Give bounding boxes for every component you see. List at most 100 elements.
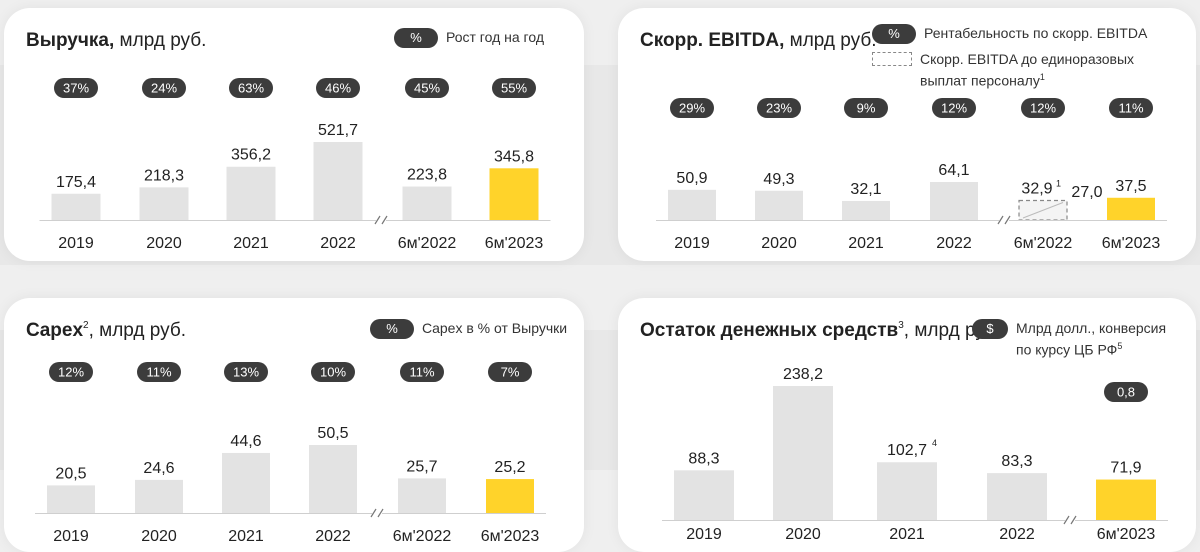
revenue-title: Выручка, млрд руб.: [26, 30, 207, 51]
category-label: 2022: [320, 235, 356, 252]
dashed-bar-hatch: [1022, 202, 1064, 219]
bar: [755, 190, 803, 220]
percent-pill-label: 12%: [58, 365, 84, 380]
percent-pill-label: 9%: [857, 101, 876, 116]
bar-value-label: 345,8: [494, 148, 534, 165]
revenue-card: Выручка, млрд руб. % Рост год на год 175,…: [4, 8, 584, 261]
bar: [402, 186, 452, 220]
category-label: 6м'2022: [398, 235, 457, 252]
bar-value-label: 44,6: [230, 433, 261, 450]
percent-pill-label: 11%: [1118, 101, 1143, 116]
percent-pill-label: 24%: [151, 81, 177, 96]
percent-pill-label: 11%: [146, 365, 171, 380]
category-label: 2019: [674, 235, 710, 252]
percent-pill: [492, 78, 536, 98]
ebitda-legend-dashed: Скорр. EBITDA до единоразовых выплат перс…: [872, 50, 1134, 90]
bar-value-footnote: 4: [932, 438, 937, 448]
bar: [309, 445, 357, 513]
category-label: 2020: [146, 235, 182, 252]
percent-pill-label: 12%: [1030, 101, 1056, 116]
category-label: 6м'2022: [1014, 235, 1073, 252]
percent-pill: [142, 78, 186, 98]
percent-pill-label: 37%: [63, 81, 89, 96]
percent-pill: [400, 362, 444, 382]
bar-value-label: 27,0: [1071, 184, 1102, 201]
category-label: 2020: [761, 235, 797, 252]
bar-value-label: 88,3: [688, 450, 719, 467]
bar-value-label: 25,2: [494, 459, 525, 476]
bar: [987, 473, 1047, 520]
category-label: 2021: [848, 235, 884, 252]
bar-value-label: 238,2: [783, 366, 823, 383]
axis-break-mark: [377, 508, 384, 518]
percent-pill-label: 10%: [320, 365, 346, 380]
axis-break-mark: [381, 215, 388, 225]
percent-pill: [54, 78, 98, 98]
cash-legend: $ Млрд долл., конверсия по курсу ЦБ РФ5: [972, 319, 1166, 359]
ebitda-legend: % Рентабельность по скорр. EBITDA: [872, 24, 1147, 45]
bar-value-label: 71,9: [1110, 460, 1141, 477]
percent-pill: [405, 78, 449, 98]
bar: [226, 166, 276, 220]
category-label: 2022: [999, 526, 1035, 543]
cash-chart: 88,3 2019 238,2 2020 102,7 4 2021 83,3 2022 71,9 6…: [662, 366, 1168, 543]
axis-break-gap: [376, 216, 386, 224]
bar-value-label: 50,9: [676, 170, 707, 187]
bar: [930, 182, 978, 220]
bar-value-label: 83,3: [1001, 453, 1032, 470]
percent-pill-label: 0,8: [1117, 385, 1135, 400]
axis-break-mark: [370, 508, 377, 518]
revenue-legend: % Рост год на год: [394, 28, 544, 49]
percent-pill-label: 12%: [941, 101, 967, 116]
percent-pill-label: 55%: [501, 81, 527, 96]
highlight-bar: [489, 168, 539, 220]
bar: [135, 479, 183, 513]
category-label: 2019: [53, 528, 89, 545]
percent-pill: [844, 98, 888, 118]
bar-value-label: 20,5: [55, 465, 86, 482]
bar: [222, 452, 270, 513]
capex-card: Capex2, млрд руб. % Capex в % от Выручки …: [4, 298, 584, 552]
percent-pill-label: 29%: [679, 101, 705, 116]
percent-pill: [1109, 98, 1153, 118]
axis-break-gap: [372, 509, 382, 517]
axis-break-mark: [374, 215, 381, 225]
highlight-bar: [486, 479, 534, 513]
percent-pill-label: 11%: [409, 365, 434, 380]
percent-pill: [49, 362, 93, 382]
bar: [139, 187, 189, 220]
percent-pill-icon: %: [872, 24, 916, 45]
category-label: 2020: [785, 526, 821, 543]
axis-break-gap: [999, 216, 1009, 224]
bar-value-label: 49,3: [763, 171, 794, 188]
category-label: 2022: [936, 235, 972, 252]
percent-pill-label: 7%: [501, 365, 520, 380]
capex-chart: 20,5 2019 12% 24,6 2020 11% 44,6 2021 13% 50,5 202…: [35, 362, 546, 545]
bar-value-label: 32,1: [850, 181, 881, 198]
ebitda-title: Скорр. EBITDA, млрд руб.: [640, 30, 877, 51]
category-label: 2022: [315, 528, 351, 545]
category-label: 6м'2023: [1097, 526, 1156, 543]
category-label: 6м'2022: [393, 528, 452, 545]
bar-value-label: 218,3: [144, 167, 184, 184]
bar: [842, 200, 890, 220]
axis-break-mark: [997, 215, 1004, 225]
percent-pill: [229, 78, 273, 98]
category-label: 6м'2023: [481, 528, 540, 545]
percent-pill: [488, 362, 532, 382]
category-label: 2021: [228, 528, 264, 545]
category-label: 2020: [141, 528, 177, 545]
highlight-bar: [1107, 197, 1155, 220]
bar: [877, 462, 937, 520]
category-label: 2021: [889, 526, 925, 543]
bar-value-label: 64,1: [938, 162, 969, 179]
percent-pill-label: 63%: [238, 81, 264, 96]
bar: [398, 478, 446, 513]
bar-value-label: 175,4: [56, 174, 96, 191]
bar-value-label: 25,7: [406, 458, 437, 475]
capex-title: Capex2, млрд руб.: [26, 320, 187, 341]
percent-pill: [1021, 98, 1065, 118]
bar-value-label: 356,2: [231, 147, 271, 164]
category-label: 2019: [58, 235, 94, 252]
percent-pill: [932, 98, 976, 118]
